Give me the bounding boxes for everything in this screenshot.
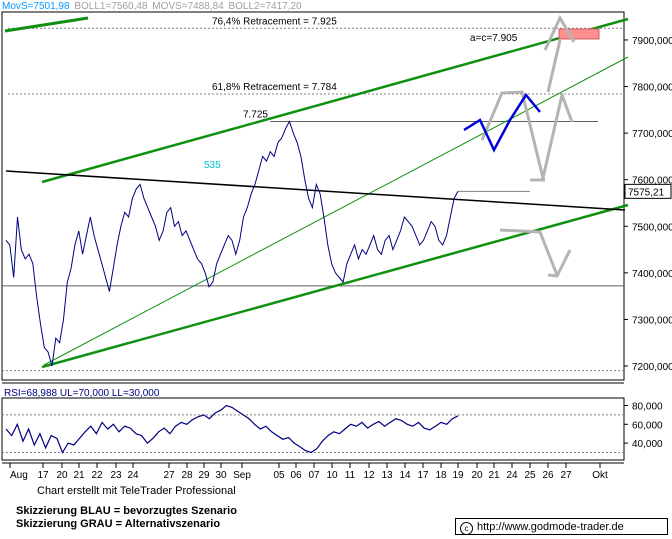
rsi-y-tick-label: 40,000 [632,439,663,450]
x-tick-label: 11 [345,470,356,481]
x-tick-label: Aug [10,470,28,481]
y-tick-label: 7400,000 [632,269,672,280]
x-tick-label: Okt [592,470,608,481]
indicator-movs2-label: MOVS=7488,84 [152,1,224,12]
x-tick-label: Sep [233,470,251,481]
price-series-line [5,120,459,367]
x-tick-label: 12 [363,470,375,481]
x-tick-label: 20 [471,470,483,481]
last-price-label: 7575,21 [628,187,665,198]
website-url[interactable]: http://www.godmode-trader.de [477,521,624,533]
x-tick-label: 24 [127,470,139,481]
x-tick-label: 14 [399,470,411,481]
target-zone-box [558,28,600,40]
rsi-series-line [5,404,459,454]
rsi-panel-frame [1,397,625,461]
x-tick-label: 25 [524,470,536,481]
x-tick-label: 26 [542,470,554,481]
indicator-boll1-label: BOLL1=7560,48 [74,1,148,12]
y-tick-label: 7500,000 [632,222,672,233]
x-tick-label: 06 [290,470,302,481]
x-tick-label: 23 [110,470,122,481]
x-tick-label: 30 [215,470,227,481]
wave-annotation: 535 [204,160,221,171]
rsi-y-tick-label: 80,000 [632,402,663,413]
preferred-scenario-path [463,92,541,153]
y-tick-label: 7600,000 [632,176,672,187]
x-tick-label: 13 [381,470,393,481]
x-tick-label: 18 [435,470,447,481]
chart-credit: Chart erstellt mit TeleTrader Profession… [37,485,236,497]
x-tick-label: 05 [273,470,285,481]
target-annotation: a=c=7.905 [470,33,518,44]
y-tick-label: 7700,000 [632,129,672,140]
x-tick-label: 20 [56,470,68,481]
y-tick-label: 7200,000 [632,362,672,373]
last-price-box [624,183,672,199]
alt-scenario-top-arrowhead [543,14,576,51]
x-tick-label: 19 [452,470,464,481]
alt-scenario-down-arrow [499,228,559,276]
indicator-movs-label: MovS=7501,98 [2,1,70,12]
indicator-boll2-label: BOLL2=7417,20 [228,1,302,12]
price-panel-frame [1,11,625,381]
x-tick-label: 29 [198,470,210,481]
x-tick-label: 24 [506,470,518,481]
indicator-legend: MovS=7501,98 BOLL1=7560,48 MOVS=7488,84 … [2,1,304,12]
legend-blue-scenario: Skizzierung BLAU = bevorzugtes Szenario [16,505,237,517]
short-trend-segment [4,16,89,33]
upper-trend-line [41,17,629,184]
alt-scenario-rise [541,89,574,179]
alt-scenario-top-leg [546,39,562,93]
y-tick-label: 7800,000 [632,83,672,94]
x-tick-label: 17 [417,470,429,481]
alt-scenario-arrowhead [547,249,572,278]
website-link[interactable]: c http://www.godmode-trader.de [455,518,668,535]
x-tick-label: 22 [91,470,103,481]
y-tick-label: 7300,000 [632,315,672,326]
x-tick-label: 17 [37,470,49,481]
rsi-label: RSI=68,988 UL=70,000 LL=30,000 [4,388,160,399]
x-tick-label: 10 [326,470,338,481]
scenario-legend: Skizzierung BLAU = bevorzugtes Szenario … [16,505,237,531]
level-label: 61,8% Retracement = 7.784 [212,82,337,93]
level-label: 76,4% Retracement = 7.925 [212,16,337,27]
rsi-y-tick-label: 60,000 [632,420,663,431]
legend-grey-scenario: Skizzierung GRAU = Alternativszenario [16,518,221,530]
level-label: 7.725 [243,109,268,120]
x-tick-label: 21 [488,470,500,481]
copyright-icon: c [460,522,473,535]
x-tick-label: 07 [308,470,320,481]
x-tick-label: 27 [560,470,572,481]
x-tick-label: 27 [163,470,175,481]
mid-trend-line [43,56,629,366]
y-tick-label: 7900,000 [632,36,672,47]
x-tick-label: 21 [73,470,85,481]
x-tick-label: 28 [181,470,193,481]
